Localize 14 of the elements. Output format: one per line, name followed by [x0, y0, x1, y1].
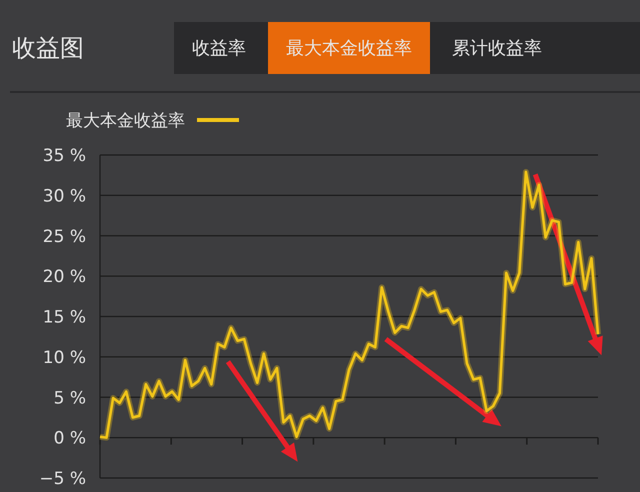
text: 收益率: [192, 38, 246, 59]
y-tick-label: 20 %: [42, 267, 86, 288]
y-tick-label: 5 %: [54, 388, 86, 408]
text: 累计收益率: [452, 38, 542, 59]
y-tick-label: −5 %: [39, 469, 86, 489]
y-tick-label: 25 %: [42, 226, 86, 247]
legend-label: 最大本金收益率: [66, 111, 185, 131]
y-tick-label: 30 %: [42, 186, 86, 206]
chart-title: 收益图: [12, 34, 84, 62]
y-tick-label: 15 %: [42, 308, 86, 328]
y-tick-label: 10 %: [42, 348, 86, 368]
y-tick-label: 0 %: [54, 428, 86, 449]
y-tick-label: 35 %: [42, 146, 86, 166]
text: 最大本金收益率: [286, 38, 412, 59]
